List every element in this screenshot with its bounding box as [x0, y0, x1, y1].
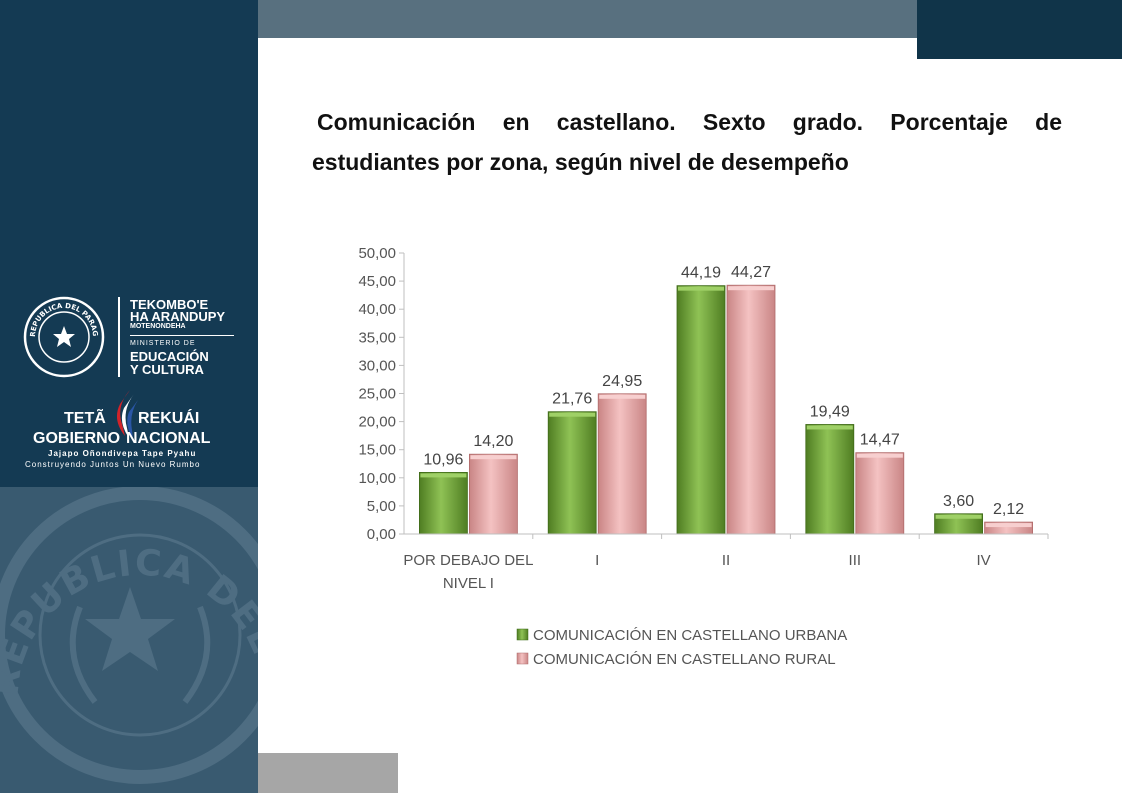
ministry-line2: HA ARANDUPY — [130, 309, 226, 324]
gov-gobierno: GOBIERNO — [33, 430, 121, 447]
ministry-line3: MOTENONDEHA — [130, 323, 186, 330]
x-tick-label: IV — [977, 552, 991, 569]
x-tick-label: II — [722, 552, 730, 569]
flag-swoosh-icon — [116, 390, 138, 440]
legend-label-urbana: COMUNICACIÓN EN CASTELLANO URBANA — [533, 627, 847, 644]
bar-top-rural — [856, 453, 903, 458]
gov-tagline2: Construyendo Juntos Un Nuevo Rumbo — [25, 460, 201, 469]
data-label: 3,60 — [943, 493, 974, 510]
gov-teta: TETÃ — [64, 410, 106, 427]
bar-rural — [468, 453, 518, 535]
y-tick-label: 5,00 — [367, 498, 396, 515]
ministry-divider — [130, 335, 234, 336]
y-tick-label: 50,00 — [358, 245, 396, 262]
gov-tagline1: Jajapo Oñondivepa Tape Pyahu — [48, 449, 197, 458]
y-tick-label: 15,00 — [358, 442, 396, 459]
bar-rural — [855, 452, 905, 535]
bar-top-rural — [985, 523, 1032, 528]
data-label: 14,47 — [860, 432, 900, 449]
y-tick-label: 25,00 — [358, 386, 396, 403]
chart-legend: COMUNICACIÓN EN CASTELLANO URBANA COMUNI… — [516, 627, 847, 668]
slide-title: Comunicación en castellano. Sexto grado.… — [312, 109, 1062, 175]
y-axis-labels: 0,00 5,00 10,00 15,00 20,00 25,00 30,00 35,00 40… — [358, 245, 404, 543]
legend-swatch-rural — [516, 652, 529, 665]
bar-top-urbana — [549, 412, 596, 417]
ministry-line5: EDUCACIÓN — [130, 349, 209, 364]
data-label: 2,12 — [993, 501, 1024, 518]
data-label: 14,20 — [473, 433, 513, 450]
data-label: 21,76 — [552, 391, 592, 408]
legend-label-rural: COMUNICACIÓN EN CASTELLANO RURAL — [533, 651, 836, 668]
bar-urbana — [805, 424, 855, 535]
gov-rekuai: REKUÁI — [138, 410, 200, 427]
bar-urbana — [676, 285, 726, 535]
bar-top-urbana — [806, 425, 853, 430]
data-label: 44,19 — [681, 265, 721, 282]
y-tick-label: 30,00 — [358, 357, 396, 374]
bar-top-rural — [470, 455, 517, 460]
watermark-seal-icon: REPUBLICA DEL PARAGUAY — [0, 487, 258, 784]
top-right-block — [917, 0, 1122, 59]
logo-divider — [118, 297, 120, 377]
x-tick-label: POR DEBAJO DEL NIVEL I — [403, 552, 533, 592]
data-label: 24,95 — [602, 373, 642, 390]
y-tick-label: 35,00 — [358, 329, 396, 346]
bar-urbana — [547, 411, 597, 535]
bars-group — [419, 284, 1033, 535]
y-tick-label: 10,00 — [358, 470, 396, 487]
y-tick-label: 40,00 — [358, 301, 396, 318]
bar-top-rural — [599, 394, 646, 399]
y-tick-label: 45,00 — [358, 273, 396, 290]
data-label: 19,49 — [810, 403, 850, 420]
data-label: 44,27 — [731, 264, 771, 281]
bar-rural — [726, 284, 776, 535]
bar-rural — [597, 393, 647, 535]
bar-top-urbana — [678, 286, 724, 291]
y-tick-label: 0,00 — [367, 526, 396, 543]
bottom-footer-bar — [258, 753, 398, 793]
ministry-line1: TEKOMBO'E — [130, 297, 209, 312]
y-tick-label: 20,00 — [358, 414, 396, 431]
x-tick-label: I — [595, 552, 599, 569]
data-label: 10,96 — [423, 451, 463, 468]
top-header-bar — [258, 0, 917, 38]
ministry-line6: Y CULTURA — [130, 362, 204, 377]
republic-seal-icon: REPUBLICA DEL PARAGUAY — [23, 296, 105, 378]
x-tick-label: III — [849, 552, 862, 569]
legend-swatch-urbana — [516, 628, 529, 641]
gov-nacional: NACIONAL — [126, 430, 211, 447]
bar-top-rural — [728, 286, 774, 291]
bar-urbana — [419, 472, 468, 535]
bar-chart: 0,00 5,00 10,00 15,00 20,00 25,00 30,00 35,00 40… — [325, 238, 1053, 678]
bar-top-urbana — [935, 514, 982, 519]
x-axis-labels: POR DEBAJO DEL NIVEL II II III IV — [403, 534, 1049, 592]
ministry-line4: MINISTERIO DE — [130, 340, 196, 347]
sidebar-panel: REPUBLICA DEL PARAGUAY REPUBLICA DEL PAR… — [0, 0, 258, 793]
value-labels: 10,96 14,20 21,76 24,95 44,19 44,27 19,49 14,47… — [423, 264, 1024, 518]
bar-top-urbana — [420, 473, 467, 478]
